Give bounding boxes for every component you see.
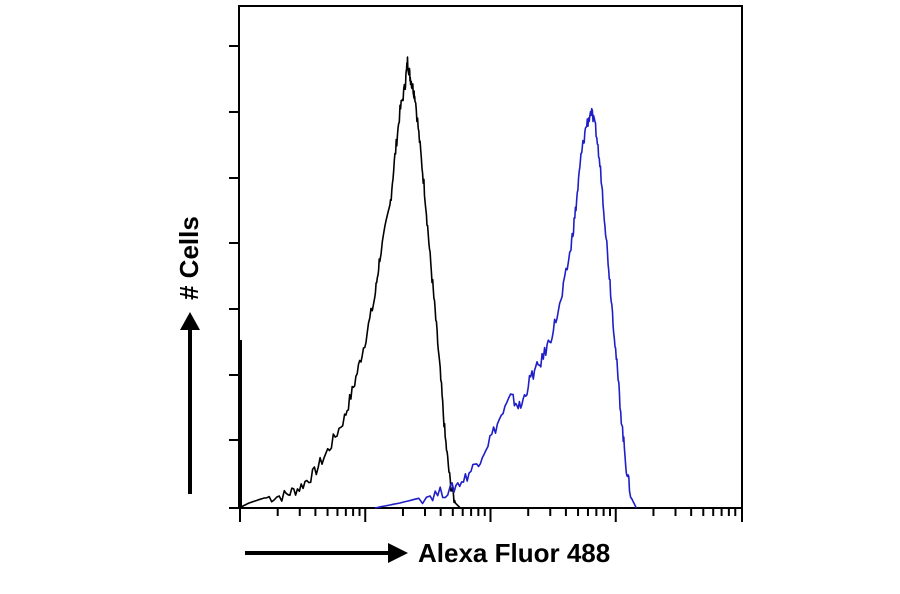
histogram-series-2 [374, 107, 638, 509]
x-axis-label: Alexa Fluor 488 [418, 538, 610, 568]
x-axis-arrow [245, 543, 408, 563]
histogram-series-1 [238, 56, 461, 509]
y-axis-arrow [180, 312, 200, 494]
y-axis-label: # Cells [174, 216, 204, 300]
plot-frame [238, 5, 743, 509]
